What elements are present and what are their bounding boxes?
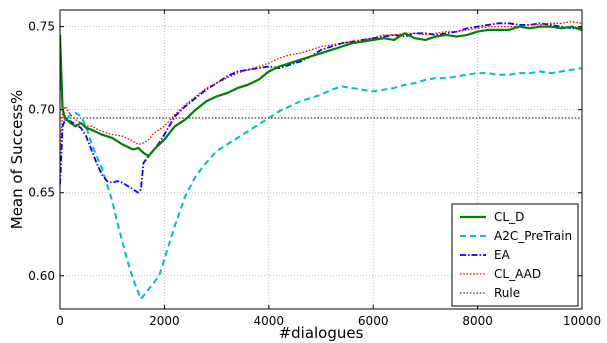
y-tick-label: 0.75 bbox=[28, 20, 55, 34]
y-tick-label: 0.65 bbox=[28, 186, 55, 200]
legend-label: A2C_PreTrain bbox=[494, 229, 572, 243]
x-axis-label: #dialogues bbox=[279, 324, 364, 342]
series-line-cl-d bbox=[60, 25, 582, 158]
x-tick-label: 2000 bbox=[149, 314, 180, 328]
y-tick-label: 0.70 bbox=[28, 103, 55, 117]
series-line-cl-aad bbox=[60, 20, 582, 152]
y-axis-label: Mean of Success% bbox=[8, 90, 26, 230]
y-tick-label: 0.60 bbox=[28, 269, 55, 283]
x-tick-label: 0 bbox=[56, 314, 64, 328]
legend-label: Rule bbox=[494, 286, 520, 300]
x-tick-label: 6000 bbox=[358, 314, 389, 328]
x-tick-label: 10000 bbox=[563, 314, 601, 328]
series-line-ea bbox=[60, 22, 582, 194]
legend-label: CL_AAD bbox=[494, 267, 541, 281]
series-layer bbox=[60, 20, 582, 300]
plot-frame bbox=[59, 9, 583, 310]
x-tick-label: 8000 bbox=[462, 314, 493, 328]
legend-label: EA bbox=[494, 248, 511, 262]
legend: CL_D A2C_PreTrain EA CL_AAD Rule bbox=[451, 203, 579, 307]
x-tick-label: 4000 bbox=[254, 314, 285, 328]
series-line-a2c-pretrain bbox=[60, 64, 582, 300]
axis-ticks: 0 2000 4000 6000 8000 10000 0.60 0.65 0.70 0.75 bbox=[28, 10, 601, 328]
legend-label: CL_D bbox=[494, 210, 524, 224]
